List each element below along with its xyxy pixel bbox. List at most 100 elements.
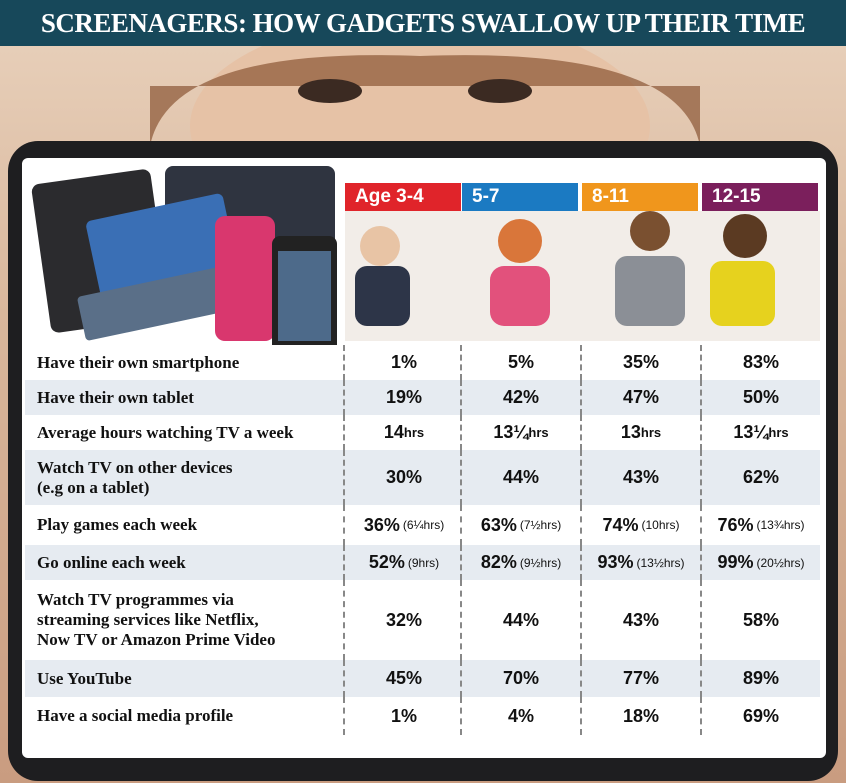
cell-value: 18%: [622, 705, 660, 726]
label-line: Average hours watching TV a week: [37, 422, 294, 442]
cell: 82% (9½hrs): [460, 545, 580, 580]
cell: 13¼ hrs: [460, 415, 580, 450]
row-background: [25, 505, 820, 545]
cell: 13 hrs: [580, 415, 700, 450]
cell-value: 50%: [742, 387, 780, 407]
row-label: Average hours watching TV a week: [25, 415, 340, 450]
cell-value: 1%: [390, 352, 417, 372]
cell: 58%: [700, 580, 820, 660]
label-line: Watch TV programmes via: [37, 590, 234, 609]
row-background: [25, 380, 820, 415]
cell: 5%: [460, 345, 580, 380]
cell: 89%: [700, 660, 820, 697]
cell-value: 47%: [622, 387, 660, 407]
row-background: [25, 697, 820, 735]
row-label: Have a social media profile: [25, 697, 340, 735]
cell-note: hrs: [528, 425, 549, 440]
cell-value: 89%: [742, 668, 780, 688]
label-line: streaming services like Netflix,: [37, 610, 259, 629]
cell: 77%: [580, 660, 700, 697]
cell: 13¼ hrs: [700, 415, 820, 450]
cell: 74% (10hrs): [580, 505, 700, 545]
label-line: Have a social media profile: [37, 706, 234, 725]
cell-value: 19%: [385, 387, 423, 407]
cell-value: 82%: [480, 552, 517, 572]
cell: 30%: [343, 450, 463, 505]
cell-value: 62%: [742, 467, 780, 487]
cell: 52% (9hrs): [343, 545, 463, 580]
label-line: (e.g on a tablet): [37, 477, 150, 497]
cell: 36% (6¼hrs): [343, 505, 463, 545]
cell-value: 32%: [385, 609, 423, 630]
cell: 50%: [700, 380, 820, 415]
cell: 44%: [460, 450, 580, 505]
label-line: Have their own tablet: [37, 387, 194, 407]
cell: 35%: [580, 345, 700, 380]
cell-value: 58%: [742, 609, 780, 630]
cell-value: 43%: [622, 467, 660, 487]
cell: 47%: [580, 380, 700, 415]
cell: 62%: [700, 450, 820, 505]
row-label: Go online each week: [25, 545, 340, 580]
cell-value: 30%: [385, 467, 423, 487]
cell: 1%: [343, 697, 463, 735]
cell-value: 36%: [363, 514, 400, 535]
cell: 44%: [460, 580, 580, 660]
cell-value: 44%: [502, 467, 540, 487]
row-label: Have their own tablet: [25, 380, 340, 415]
cell-value: 13¼: [493, 422, 529, 442]
cell-value: 63%: [480, 514, 517, 535]
cell: 4%: [460, 697, 580, 735]
cell-value: 5%: [507, 352, 534, 372]
cell-note: (7½hrs): [519, 518, 562, 532]
cell-value: 45%: [385, 668, 423, 688]
cell-note: (10hrs): [641, 518, 680, 532]
cell: 93% (13½hrs): [580, 545, 700, 580]
label-line: Use YouTube: [37, 668, 132, 688]
cell: 43%: [580, 580, 700, 660]
column-header: 8-11: [582, 183, 698, 211]
row-label: Play games each week: [25, 505, 340, 545]
column-header: 12-15: [702, 183, 818, 211]
cell-value: 76%: [717, 514, 754, 535]
cell-value: 42%: [502, 387, 540, 407]
row-label: Have their own smartphone: [25, 345, 340, 380]
label-line: Play games each week: [37, 515, 198, 534]
cell-note: hrs: [768, 425, 789, 440]
cell-note: (6¼hrs): [402, 518, 445, 532]
cell-note: (20½hrs): [756, 555, 805, 570]
label-line: Now TV or Amazon Prime Video: [37, 630, 276, 649]
cell-value: 1%: [390, 705, 417, 726]
row-background: [25, 415, 820, 450]
cell-note: hrs: [640, 425, 662, 440]
cell-value: 44%: [502, 609, 540, 630]
cell: 42%: [460, 380, 580, 415]
row-label: Watch TV on other devices (e.g on a table…: [25, 450, 340, 505]
cell-value: 14: [383, 422, 404, 442]
cell-note: (9½hrs): [519, 555, 562, 570]
cell: 76% (13¾hrs): [700, 505, 820, 545]
cell: 69%: [700, 697, 820, 735]
row-background: [25, 580, 820, 660]
row-label: Use YouTube: [25, 660, 340, 697]
cell: 63% (7½hrs): [460, 505, 580, 545]
cell-note: (9hrs): [407, 555, 440, 570]
cell-value: 77%: [622, 668, 660, 688]
cell: 99% (20½hrs): [700, 545, 820, 580]
cell: 32%: [343, 580, 463, 660]
cell-note: (13¾hrs): [756, 518, 805, 532]
cell-value: 4%: [507, 705, 534, 726]
cell-note: (13½hrs): [636, 555, 685, 570]
row-label: Watch TV programmes via streaming service…: [25, 580, 340, 660]
cell: 14 hrs: [343, 415, 463, 450]
cell-value: 35%: [622, 352, 660, 372]
cell: 18%: [580, 697, 700, 735]
row-background: [25, 660, 820, 697]
column-header: 5-7: [462, 183, 578, 211]
cell-value: 69%: [742, 705, 780, 726]
cell-value: 93%: [597, 552, 634, 572]
row-background: [25, 345, 820, 380]
cell-value: 70%: [502, 668, 540, 688]
cell-value: 83%: [742, 352, 780, 372]
cell: 45%: [343, 660, 463, 697]
